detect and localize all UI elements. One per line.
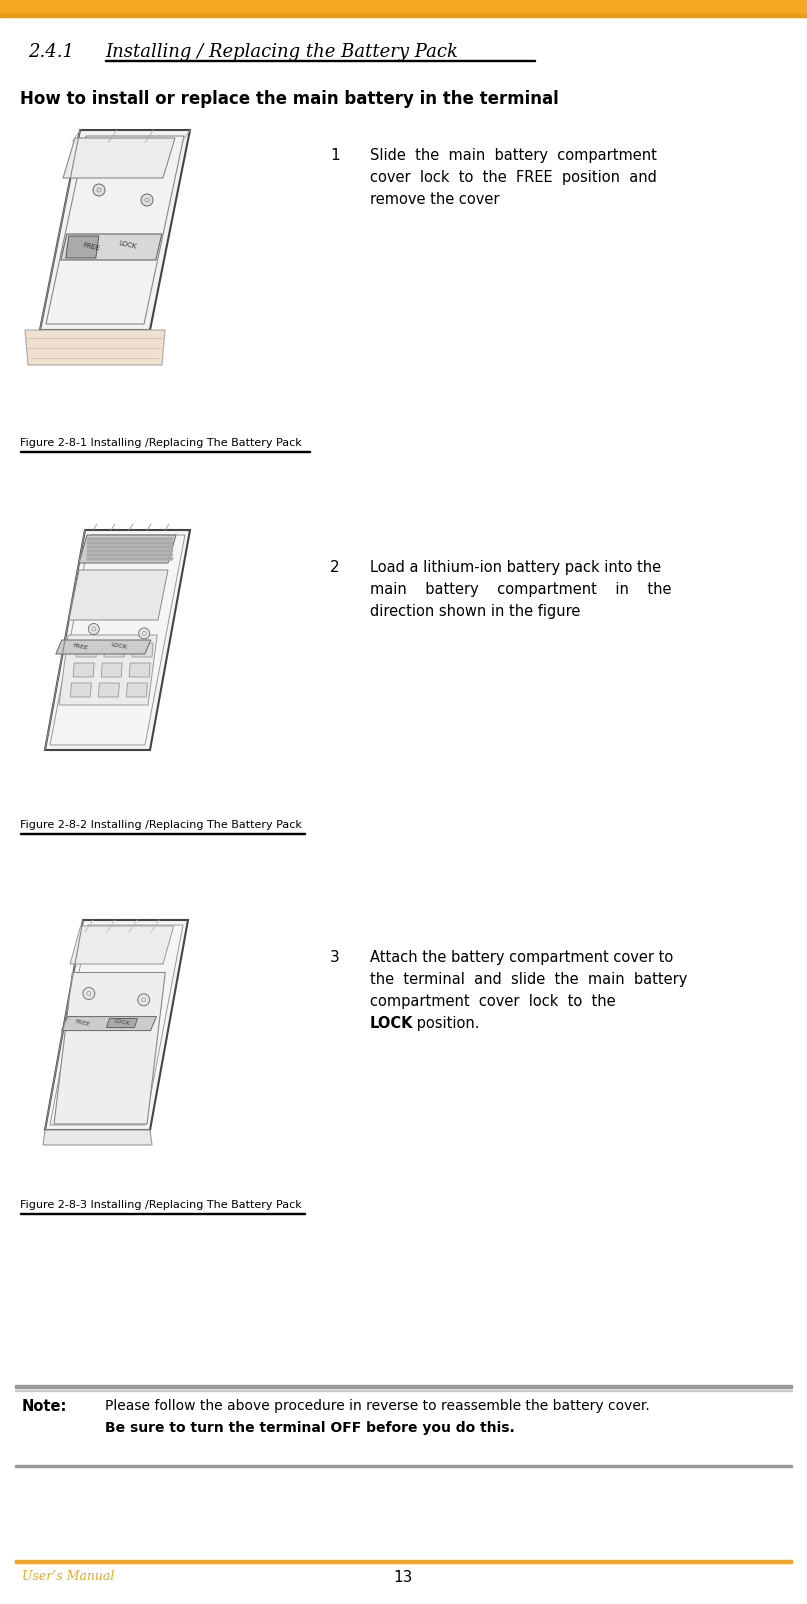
Polygon shape — [76, 643, 97, 658]
Polygon shape — [98, 683, 119, 698]
Text: 2: 2 — [330, 560, 340, 574]
Polygon shape — [70, 683, 91, 698]
Polygon shape — [87, 553, 173, 557]
Text: direction shown in the figure: direction shown in the figure — [370, 605, 580, 619]
Polygon shape — [59, 635, 157, 706]
Text: Please follow the above procedure in reverse to reassemble the battery cover.: Please follow the above procedure in rev… — [105, 1399, 650, 1413]
Polygon shape — [87, 545, 173, 549]
Polygon shape — [87, 558, 173, 560]
Circle shape — [93, 184, 105, 196]
Text: main    battery    compartment    in    the: main battery compartment in the — [370, 582, 671, 597]
Polygon shape — [45, 529, 190, 751]
Text: compartment  cover  lock  to  the: compartment cover lock to the — [370, 994, 625, 1009]
Text: 1: 1 — [330, 148, 340, 164]
Polygon shape — [45, 921, 188, 1129]
Bar — [15, 1384, 792, 1387]
Polygon shape — [132, 643, 153, 658]
Polygon shape — [63, 138, 175, 178]
Text: FREE: FREE — [74, 1020, 90, 1028]
Polygon shape — [54, 972, 165, 1124]
Polygon shape — [87, 550, 173, 552]
Text: 2.4.1: 2.4.1 — [28, 43, 74, 61]
Polygon shape — [101, 662, 122, 677]
Text: 3: 3 — [330, 950, 340, 966]
Text: cover  lock  to  the  FREE  position  and: cover lock to the FREE position and — [370, 170, 657, 184]
Text: Figure 2-8-3 Installing /Replacing The Battery Pack: Figure 2-8-3 Installing /Replacing The B… — [20, 1200, 302, 1209]
Bar — [0, 14, 807, 18]
Text: 13: 13 — [393, 1570, 412, 1585]
Text: LOCK: LOCK — [118, 241, 137, 250]
Polygon shape — [129, 662, 150, 677]
Polygon shape — [69, 569, 168, 621]
Polygon shape — [79, 536, 176, 563]
Polygon shape — [107, 1019, 137, 1028]
Text: Slide  the  main  battery  compartment: Slide the main battery compartment — [370, 148, 657, 164]
Text: Figure 2-8-2 Installing /Replacing The Battery Pack: Figure 2-8-2 Installing /Replacing The B… — [20, 820, 302, 829]
Polygon shape — [127, 683, 148, 698]
Text: FREE: FREE — [82, 242, 100, 252]
Text: LOCK: LOCK — [370, 1015, 413, 1031]
Circle shape — [138, 994, 150, 1006]
Text: Be sure to turn the terminal OFF before you do this.: Be sure to turn the terminal OFF before … — [105, 1421, 515, 1436]
Text: LOCK: LOCK — [114, 1019, 131, 1027]
Text: FREE: FREE — [72, 643, 88, 651]
Polygon shape — [61, 234, 161, 260]
Circle shape — [139, 627, 150, 638]
Polygon shape — [61, 1017, 157, 1031]
Text: Installing / Replacing the Battery Pack: Installing / Replacing the Battery Pack — [105, 43, 458, 61]
Text: Load a lithium-ion battery pack into the: Load a lithium-ion battery pack into the — [370, 560, 661, 574]
Polygon shape — [104, 643, 125, 658]
Bar — [0, 0, 807, 14]
Polygon shape — [70, 926, 174, 964]
Text: User’s Manual: User’s Manual — [22, 1570, 115, 1583]
Polygon shape — [87, 542, 173, 544]
Polygon shape — [56, 640, 151, 654]
Text: Attach the battery compartment cover to: Attach the battery compartment cover to — [370, 950, 673, 966]
Text: Figure 2-8-1 Installing /Replacing The Battery Pack: Figure 2-8-1 Installing /Replacing The B… — [20, 438, 302, 448]
Polygon shape — [87, 537, 173, 541]
Bar — [15, 1561, 792, 1562]
Circle shape — [88, 624, 99, 635]
Polygon shape — [40, 130, 190, 330]
Text: LOCK: LOCK — [110, 642, 128, 650]
Circle shape — [83, 988, 95, 999]
Polygon shape — [66, 236, 98, 258]
Text: position.: position. — [412, 1015, 479, 1031]
Text: remove the cover: remove the cover — [370, 192, 500, 207]
Text: How to install or replace the main battery in the terminal: How to install or replace the main batte… — [20, 90, 558, 107]
Text: the  terminal  and  slide  the  main  battery: the terminal and slide the main battery — [370, 972, 688, 986]
Polygon shape — [73, 662, 94, 677]
Circle shape — [141, 194, 153, 205]
Polygon shape — [25, 330, 165, 366]
Text: Note:: Note: — [22, 1399, 67, 1415]
Polygon shape — [43, 1129, 152, 1145]
